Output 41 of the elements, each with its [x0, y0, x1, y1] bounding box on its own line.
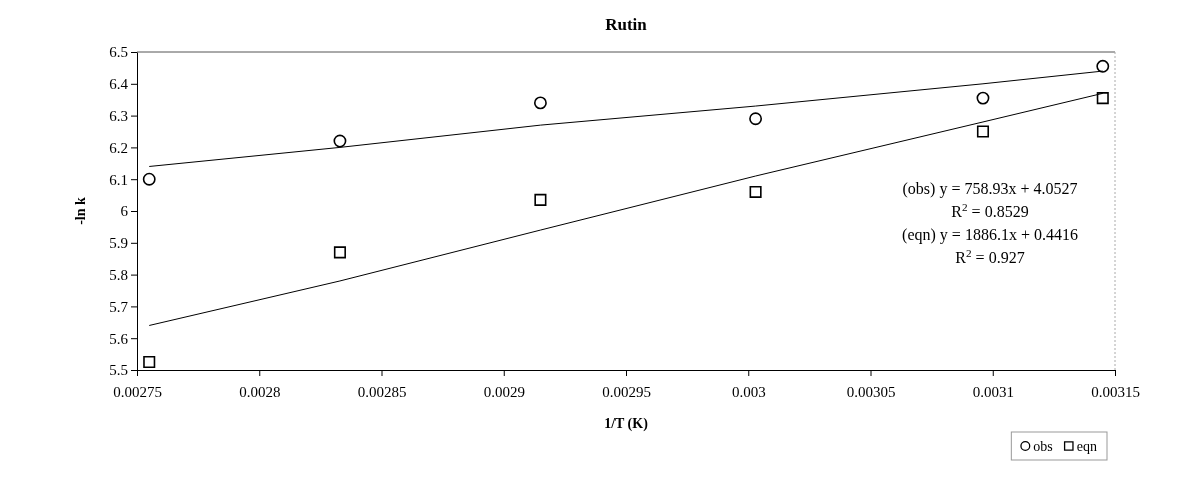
chart-title: Rutin: [605, 15, 648, 34]
x-tick-label: 0.003: [731, 384, 766, 400]
point: [142, 172, 156, 186]
point: [533, 96, 547, 110]
y-tick-label: 5.9: [109, 235, 128, 252]
y-tick-label: 5.8: [109, 266, 128, 283]
point: [333, 134, 347, 148]
annotation: (obs) y = 758.93x + 4.0527: [902, 180, 1078, 198]
annotation: (eqn) y = 1886.1x + 0.4416: [902, 226, 1078, 244]
point: [333, 246, 346, 259]
point: [1096, 92, 1109, 105]
y-tick-label: 6.1: [109, 171, 128, 188]
y-tick-label: 6: [120, 203, 129, 220]
y-tick-label: 6.3: [109, 107, 128, 124]
y-tick-label: 5.6: [109, 330, 129, 347]
point: [749, 112, 763, 126]
x-axis-title: 1/T (K): [604, 416, 649, 432]
annotation: R$^{2}$ = 0.8529: [951, 201, 1029, 220]
point: [749, 185, 762, 198]
x-tick-label: 0.00275: [113, 384, 162, 400]
x-tick-label: 0.0029: [483, 384, 525, 400]
point: [976, 125, 990, 138]
y-tick-label: 6.4: [109, 76, 129, 93]
annotation: R$^{2}$ = 0.927: [955, 247, 1025, 266]
y-tick-label: 6.2: [109, 139, 128, 156]
y-tick-label: 5.7: [109, 298, 129, 315]
y-tick-label: 6.5: [109, 44, 128, 61]
x-tick-label: 0.00285: [357, 384, 407, 400]
point: [1096, 59, 1110, 73]
point: [534, 193, 547, 206]
point: [143, 356, 156, 369]
x-tick-label: 0.00305: [846, 384, 896, 400]
y-tick-label: 5.5: [109, 362, 128, 379]
legend-label: eqn: [1076, 438, 1097, 454]
y-axis-title: -ln k: [73, 196, 88, 225]
x-tick-label: 0.0031: [972, 384, 1014, 400]
x-tick-label: 0.00315: [1091, 384, 1140, 400]
point: [976, 91, 990, 105]
legend-label: obs: [1033, 438, 1053, 454]
x-tick-label: 0.0028: [239, 384, 281, 400]
x-tick-label: 0.00295: [602, 384, 651, 400]
